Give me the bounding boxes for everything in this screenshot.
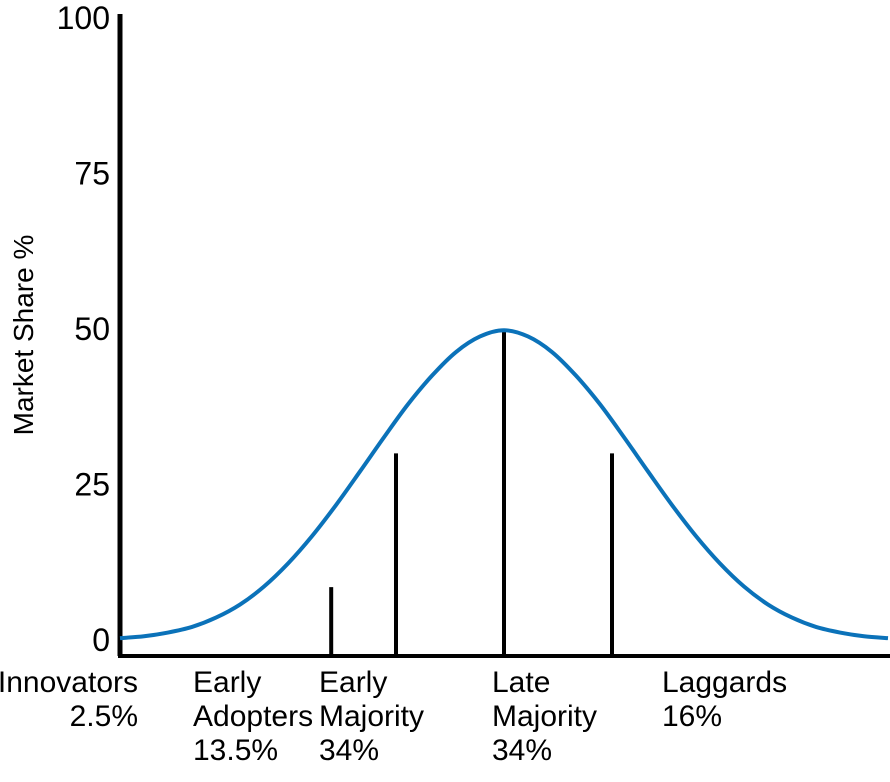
category-label-line: 34%: [319, 734, 379, 767]
y-axis-label: Market Share %: [8, 235, 39, 436]
category-label-line: Late: [492, 666, 550, 699]
y-tick-label: 100: [57, 0, 110, 36]
category-label-line: Majority: [492, 700, 597, 733]
y-tick-labels: 0 25 50 75 100: [57, 0, 110, 658]
category-label-line: Innovators: [0, 666, 138, 699]
category-label-line: Majority: [319, 700, 424, 733]
segment-dividers: [329, 330, 614, 656]
category-label: Late Majority 34%: [492, 666, 597, 767]
category-labels: Innovators 2.5%Early Adopters 13.5%Early Maj…: [0, 666, 787, 767]
category-label-line: Early: [319, 666, 387, 699]
category-label: Early Majority 34%: [319, 666, 424, 767]
bell-curve-line: [119, 328, 889, 641]
category-label: Laggards 16%: [662, 666, 787, 733]
category-label-line: 16%: [662, 700, 722, 733]
y-tick-label: 50: [74, 311, 110, 347]
category-label-line: 2.5%: [70, 700, 138, 733]
category-label-line: Laggards: [662, 666, 787, 699]
category-label: Innovators 2.5%: [0, 666, 138, 733]
category-label-line: 13.5%: [193, 734, 278, 767]
category-label-line: Early: [193, 666, 261, 699]
y-tick-label: 75: [74, 156, 110, 192]
category-label-line: Adopters: [193, 700, 313, 733]
category-label: Early Adopters 13.5%: [193, 666, 313, 767]
category-label-line: 34%: [492, 734, 552, 767]
y-tick-label: 25: [74, 467, 110, 503]
y-tick-label: 0: [92, 622, 110, 658]
